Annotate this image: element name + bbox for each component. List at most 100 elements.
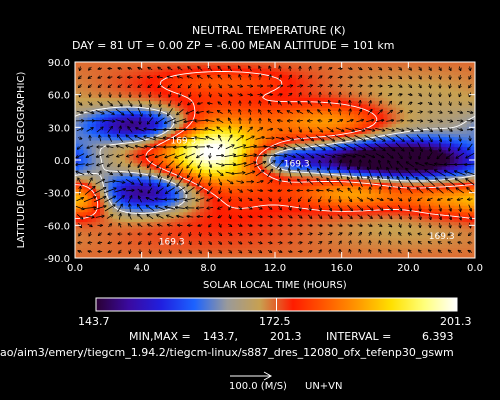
field-cell xyxy=(191,212,197,217)
field-cell xyxy=(166,140,172,145)
field-cell xyxy=(83,114,89,119)
field-cell xyxy=(212,71,218,76)
field-cell xyxy=(95,130,101,135)
field-cell xyxy=(183,124,189,128)
field-cell xyxy=(320,169,326,174)
field-cell xyxy=(325,65,330,70)
field-cell xyxy=(262,133,268,138)
field-cell xyxy=(125,78,130,83)
field-cell xyxy=(383,166,389,171)
field-cell xyxy=(395,78,401,83)
field-cell xyxy=(341,228,347,233)
field-cell xyxy=(275,133,280,138)
field-cell xyxy=(308,228,314,233)
field-cell xyxy=(266,179,272,184)
field-cell xyxy=(83,173,89,177)
field-cell xyxy=(229,88,234,92)
field-cell xyxy=(83,97,89,102)
field-cell xyxy=(87,173,93,177)
field-cell xyxy=(370,114,376,119)
field-cell xyxy=(162,65,168,70)
field-cell xyxy=(350,176,355,181)
field-cell xyxy=(370,84,376,89)
field-cell xyxy=(233,94,239,99)
field-cell xyxy=(412,107,418,112)
field-cell xyxy=(304,114,309,119)
field-cell xyxy=(125,97,130,102)
field-cell xyxy=(445,71,451,76)
field-cell xyxy=(212,173,218,177)
field-cell xyxy=(75,179,80,184)
field-cell xyxy=(145,91,151,96)
field-cell xyxy=(391,222,397,226)
field-cell xyxy=(250,186,255,190)
field-cell xyxy=(225,111,230,115)
field-cell xyxy=(391,202,397,207)
field-cell xyxy=(283,160,289,164)
field-cell xyxy=(237,169,243,174)
field-cell xyxy=(270,81,276,86)
field-cell xyxy=(95,182,101,187)
field-cell xyxy=(175,225,180,230)
field-cell xyxy=(295,75,301,79)
field-cell xyxy=(216,212,222,217)
field-cell xyxy=(91,94,97,99)
field-cell xyxy=(400,68,405,73)
field-cell xyxy=(212,150,218,155)
field-cell xyxy=(341,215,347,220)
field-cell xyxy=(354,150,359,155)
field-cell xyxy=(420,218,426,223)
field-cell xyxy=(187,182,193,187)
field-cell xyxy=(279,124,284,128)
field-cell xyxy=(129,68,134,73)
field-cell xyxy=(291,199,297,204)
field-cell xyxy=(141,202,147,207)
field-cell xyxy=(408,140,414,145)
field-cell xyxy=(312,111,318,115)
field-cell xyxy=(150,192,155,197)
field-cell xyxy=(241,182,247,187)
field-cell xyxy=(350,140,355,145)
field-cell xyxy=(120,209,126,213)
field-cell xyxy=(162,101,168,106)
field-cell xyxy=(75,228,80,233)
field-cell xyxy=(212,127,218,132)
field-cell xyxy=(262,101,268,106)
field-cell xyxy=(362,173,368,177)
field-cell xyxy=(154,84,159,89)
field-cell xyxy=(200,81,205,86)
field-cell xyxy=(254,222,259,226)
field-cell xyxy=(150,222,155,226)
field-cell xyxy=(212,104,218,109)
field-cell xyxy=(379,189,384,194)
field-cell xyxy=(250,163,255,168)
field-cell xyxy=(341,186,347,190)
field-cell xyxy=(225,199,230,204)
field-cell xyxy=(300,225,305,230)
field-cell xyxy=(237,186,243,190)
field-cell xyxy=(116,218,122,223)
field-cell xyxy=(400,179,405,184)
field-cell xyxy=(83,140,89,145)
field-cell xyxy=(470,114,475,119)
field-cell xyxy=(191,189,197,194)
field-cell xyxy=(179,75,184,79)
field-cell xyxy=(183,186,189,190)
field-cell xyxy=(470,209,475,213)
field-cell xyxy=(429,222,434,226)
field-cell xyxy=(104,84,109,89)
field-cell xyxy=(375,202,380,207)
field-cell xyxy=(270,146,276,151)
field-cell xyxy=(241,189,247,194)
field-cell xyxy=(270,215,276,220)
field-cell xyxy=(104,137,109,141)
field-cell xyxy=(262,130,268,135)
field-cell xyxy=(312,192,318,197)
field-cell xyxy=(75,225,80,230)
field-cell xyxy=(204,212,209,217)
field-cell xyxy=(133,169,139,174)
field-cell xyxy=(304,84,309,89)
field-cell xyxy=(391,199,397,204)
field-cell xyxy=(375,173,380,177)
field-cell xyxy=(341,120,347,125)
